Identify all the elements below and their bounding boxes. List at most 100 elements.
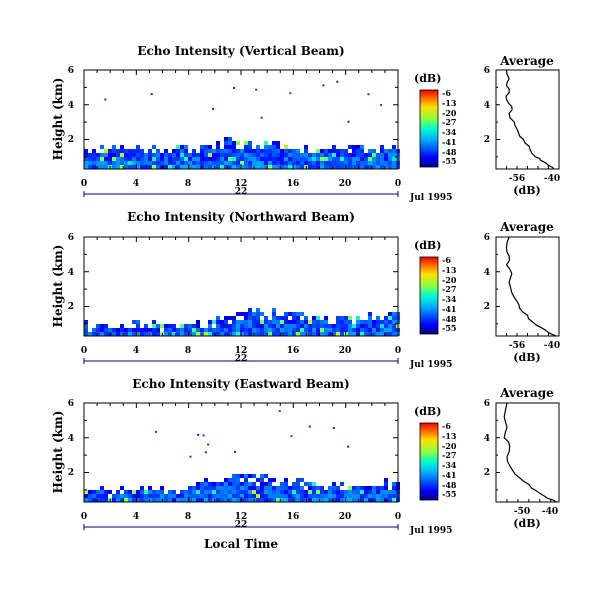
heatmap-cell [232, 478, 236, 482]
heatmap-cell [300, 478, 304, 482]
heatmap-cell [200, 494, 204, 498]
heatmap-cell [328, 332, 332, 336]
heatmap-cell [380, 153, 384, 157]
heatmap-cell [364, 490, 368, 494]
heatmap-cell [176, 145, 180, 149]
heatmap-cell [232, 153, 236, 157]
heatmap-cell [172, 157, 176, 161]
panel-0-profile-ytick-0: 2 [484, 135, 490, 145]
heatmap-cell [128, 153, 132, 157]
heatmap-cell [228, 490, 232, 494]
heatmap-cell [216, 490, 220, 494]
panel-2-profile-xtick-1: -40 [542, 507, 558, 517]
heatmap-cell [192, 332, 196, 336]
heatmap-cell [336, 161, 340, 165]
panel-1-profile-xlabel: (dB) [513, 351, 540, 364]
heatmap-cell [264, 141, 268, 145]
heatmap-cell [248, 161, 252, 165]
heatmap-cell [288, 320, 292, 324]
heatmap-cell [344, 328, 348, 332]
heatmap-cell [236, 157, 240, 161]
heatmap-cell [284, 482, 288, 486]
heatmap-cell [228, 145, 232, 149]
heatmap-cell [224, 316, 228, 320]
noise-point [104, 98, 107, 101]
panel-1-profile-ytick-2: 6 [484, 233, 490, 243]
heatmap-cell [332, 328, 336, 332]
heatmap-cell [112, 494, 116, 498]
heatmap-cell [308, 498, 312, 502]
heatmap-cell [172, 153, 176, 157]
heatmap-cell [164, 498, 168, 502]
heatmap-cell [256, 153, 260, 157]
heatmap-cell [152, 145, 156, 149]
heatmap-cell [392, 145, 396, 149]
heatmap-cell [232, 494, 236, 498]
heatmap-cell [332, 332, 336, 336]
heatmap-cell [136, 498, 140, 502]
heatmap-cell [388, 153, 392, 157]
heatmap-cell [152, 490, 156, 494]
heatmap-cell [380, 145, 384, 149]
heatmap-cell [320, 486, 324, 490]
panel-2-cb-tick-7: -55 [442, 489, 456, 499]
heatmap-cell [188, 332, 192, 336]
heatmap-cell [348, 161, 352, 165]
heatmap-cell [328, 157, 332, 161]
heatmap-cell [104, 328, 108, 332]
heatmap-cell [380, 332, 384, 336]
heatmap-cell [356, 320, 360, 324]
heatmap-cell [248, 316, 252, 320]
heatmap-cell [320, 320, 324, 324]
panel-1-ytick-0: 2 [68, 302, 74, 312]
heatmap-cell [276, 498, 280, 502]
heatmap-cell [332, 498, 336, 502]
heatmap-cell [392, 498, 396, 502]
heatmap-cell [296, 482, 300, 486]
heatmap-cell [200, 482, 204, 486]
panel-2-profile-ticks [496, 402, 552, 502]
heatmap-cell [364, 320, 368, 324]
heatmap-cell [224, 161, 228, 165]
heatmap-cell [388, 324, 392, 328]
panel-2-cb-tick-5: -41 [442, 470, 456, 480]
heatmap-cell [348, 486, 352, 490]
heatmap-cell [256, 490, 260, 494]
heatmap-cell [236, 478, 240, 482]
heatmap-cell [252, 494, 256, 498]
heatmap-cell [356, 149, 360, 153]
heatmap-cell [332, 161, 336, 165]
heatmap-cell [260, 153, 264, 157]
heatmap-cell [164, 324, 168, 328]
panel-2-profile-ytick-2: 6 [484, 399, 490, 409]
heatmap-cell [232, 145, 236, 149]
heatmap-cell [132, 161, 136, 165]
heatmap-cell [368, 157, 372, 161]
heatmap-cell [280, 324, 284, 328]
heatmap-cell [160, 324, 164, 328]
heatmap-cell [328, 486, 332, 490]
heatmap-cell [316, 161, 320, 165]
heatmap-cell [384, 328, 388, 332]
heatmap-cell [284, 149, 288, 153]
heatmap-cell [368, 498, 372, 502]
heatmap-cell [252, 320, 256, 324]
panel-1-day-label: 22 [235, 354, 248, 364]
heatmap-cell [104, 494, 108, 498]
heatmap-cell [120, 498, 124, 502]
heatmap-cell [328, 494, 332, 498]
heatmap-cell [188, 490, 192, 494]
heatmap-cell [244, 149, 248, 153]
heatmap-cell [196, 494, 200, 498]
heatmap-cell [176, 149, 180, 153]
heatmap-cell [108, 149, 112, 153]
heatmap-cell [352, 490, 356, 494]
heatmap-cell [216, 145, 220, 149]
heatmap-cell [156, 161, 160, 165]
heatmap-cell [340, 149, 344, 153]
heatmap-cell [224, 332, 228, 336]
heatmap-cell [304, 153, 308, 157]
panel-2-day-axis: 22 Jul 1995 Local Time [83, 520, 452, 551]
heatmap-cell [116, 328, 120, 332]
panel-2-cb-tick-3: -27 [442, 450, 456, 460]
